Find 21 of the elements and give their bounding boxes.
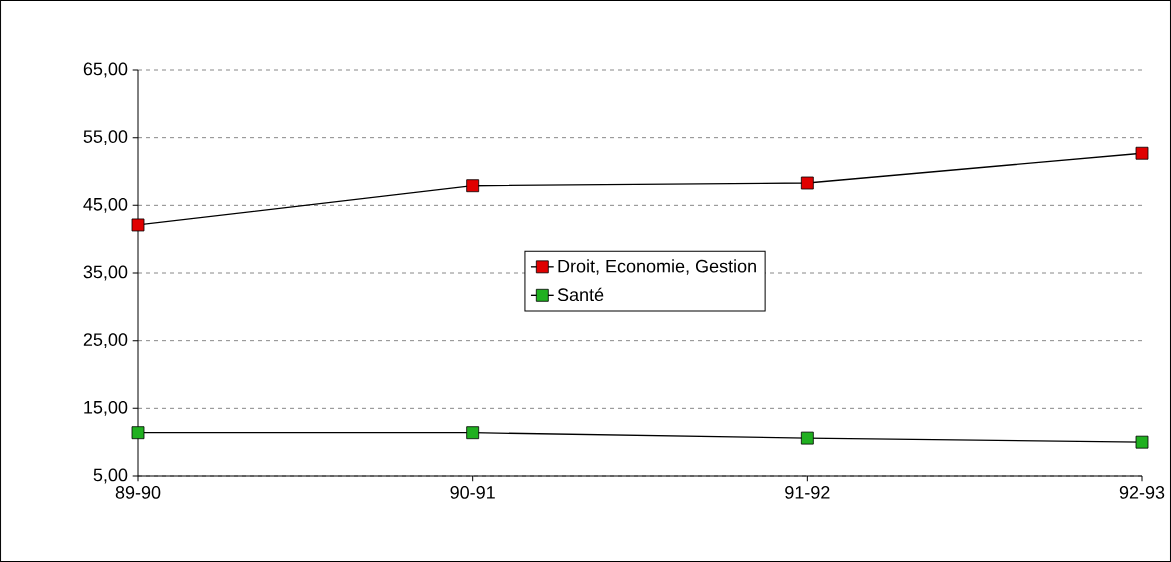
y-tick-label: 5,00 (93, 468, 128, 484)
y-tick-label: 55,00 (83, 130, 128, 146)
x-tick-label: 90-91 (450, 486, 495, 499)
point (131, 426, 145, 440)
y-tick-label: 65,00 (83, 62, 128, 78)
point (466, 179, 480, 193)
x-tick-label: 91-92 (785, 486, 830, 499)
point (800, 431, 814, 445)
legend-label: Droit, Economie, Gestion (558, 259, 756, 275)
point (131, 218, 145, 232)
x-tick-label: 89-90 (115, 486, 161, 499)
point (1135, 146, 1149, 160)
y-tick-label: 35,00 (83, 265, 128, 281)
y-tick-label: 25,00 (83, 333, 128, 349)
point (466, 426, 480, 440)
x-tick-label: 92-93 (1119, 486, 1165, 499)
point (800, 176, 814, 190)
y-tick-label: 45,00 (83, 197, 128, 213)
legend-label: Santé (557, 287, 604, 302)
y-tick-label: 15,00 (84, 400, 128, 416)
point (1135, 435, 1149, 449)
